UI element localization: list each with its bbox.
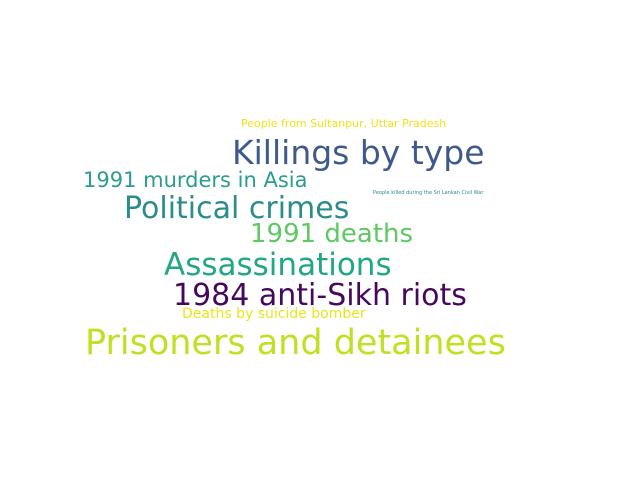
word-killings-by-type: Killings by type bbox=[232, 133, 485, 172]
word-sri-lankan-civil-war: People killed during the Sri Lankan Civi… bbox=[373, 190, 484, 196]
word-political-crimes: Political crimes bbox=[124, 191, 350, 226]
word-1991-deaths: 1991 deaths bbox=[250, 219, 414, 249]
word-deaths-by-suicide-bomber: Deaths by suicide bomber bbox=[182, 306, 366, 322]
word-cloud: Prisoners and detainees Killings by type… bbox=[80, 107, 560, 373]
word-prisoners-and-detainees: Prisoners and detainees bbox=[85, 323, 506, 363]
word-assassinations: Assassinations bbox=[164, 247, 392, 283]
word-people-from-sultanpur: People from Sultanpur, Uttar Pradesh bbox=[241, 117, 447, 130]
word-1984-anti-sikh-riots: 1984 anti-Sikh riots bbox=[173, 278, 467, 313]
word-1991-murders-in-asia: 1991 murders in Asia bbox=[83, 168, 308, 192]
